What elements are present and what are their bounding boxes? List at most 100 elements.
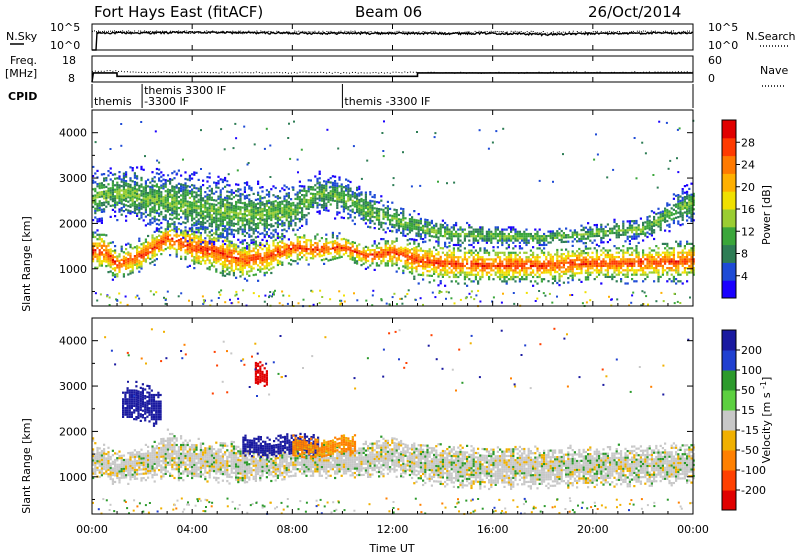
heatmap-cell: [571, 276, 574, 279]
nsearch-point: [685, 33, 686, 34]
heatmap-cell: [633, 264, 636, 267]
heatmap-cell: [569, 259, 572, 262]
heatmap-cell: [136, 197, 139, 200]
heatmap-cell: [532, 275, 535, 279]
heatmap-cell: [195, 187, 198, 190]
heatmap-cell: [573, 261, 576, 264]
heatmap-cell: [107, 262, 110, 265]
heatmap-cell: [307, 199, 310, 202]
heatmap-cell: [591, 251, 594, 254]
heatmap-cell: [193, 234, 196, 237]
heatmap-cell: [188, 245, 191, 248]
heatmap-cell: [169, 234, 172, 237]
heatmap-cell: [184, 171, 187, 174]
heatmap-cell: [202, 206, 205, 209]
heatmap-cell: [285, 201, 288, 204]
heatmap-cell: [175, 248, 178, 251]
heatmap-cell: [111, 261, 114, 264]
heatmap-cell: [131, 211, 134, 214]
nave-label: Nave: [760, 64, 788, 77]
heatmap-cell: [138, 237, 141, 240]
nsearch-point: [316, 32, 318, 34]
heatmap-cell: [259, 210, 262, 213]
heatmap-cell: [659, 258, 662, 261]
heatmap-cell: [155, 211, 158, 215]
heatmap-cell: [400, 246, 403, 249]
heatmap-cell: [523, 262, 526, 265]
heatmap-cell: [455, 267, 458, 270]
heatmap-cell: [325, 185, 328, 188]
heatmap-cell: [265, 202, 268, 205]
heatmap-cell: [356, 197, 359, 200]
nsearch-point: [612, 31, 614, 33]
heatmap-cell: [367, 219, 370, 222]
heatmap-cell: [199, 203, 202, 206]
heatmap-cell: [107, 183, 110, 186]
heatmap-cell: [226, 212, 229, 215]
heatmap-cell: [283, 244, 286, 248]
heatmap-cell: [637, 258, 640, 261]
nsearch-point: [464, 31, 466, 33]
heatmap-cell: [404, 217, 407, 220]
heatmap-cell: [646, 262, 649, 265]
heatmap-cell: [543, 251, 546, 254]
heatmap-cell: [615, 280, 618, 283]
heatmap-cell: [413, 260, 416, 263]
heatmap-cell: [265, 200, 268, 203]
heatmap-cell: [191, 201, 194, 204]
heatmap-cell: [356, 210, 359, 214]
heatmap-cell: [228, 253, 231, 256]
heatmap-cell: [584, 247, 587, 250]
heatmap-cell: [171, 187, 174, 190]
heatmap-cell: [384, 255, 387, 258]
heatmap-cell: [360, 191, 363, 194]
heatmap-cell: [193, 211, 196, 214]
heatmap-cell: [587, 276, 590, 279]
heatmap-cell: [415, 250, 418, 253]
heatmap-cell: [241, 269, 244, 272]
heatmap-cell: [450, 237, 453, 240]
heatmap-cell: [545, 256, 548, 259]
nsearch-point: [162, 30, 164, 32]
heatmap-cell: [177, 189, 180, 192]
heatmap-cell: [133, 261, 136, 264]
heatmap-cell: [109, 261, 112, 264]
heatmap-cell: [356, 251, 359, 254]
heatmap-cell: [472, 260, 475, 263]
nsearch-point: [492, 31, 494, 33]
heatmap-cell: [140, 254, 143, 257]
heatmap-cell: [237, 245, 240, 248]
heatmap-cell: [217, 180, 220, 183]
heatmap-cell: [314, 255, 317, 258]
heatmap-cell: [325, 240, 328, 243]
heatmap-cell: [199, 260, 202, 263]
heatmap-cell: [215, 186, 218, 189]
heatmap-cell: [318, 210, 321, 213]
heatmap-cell: [142, 199, 145, 202]
heatmap-cell: [323, 249, 326, 252]
heatmap-cell: [551, 264, 554, 267]
heatmap-cell: [611, 262, 614, 265]
heatmap-cell: [525, 269, 528, 272]
heatmap-cell: [518, 256, 521, 259]
heatmap-cell: [138, 193, 141, 196]
heatmap-cell: [265, 204, 268, 207]
heatmap-cell: [100, 184, 103, 187]
heatmap-cell: [411, 261, 414, 264]
heatmap-cell: [206, 195, 209, 198]
heatmap-cell: [133, 203, 136, 206]
heatmap-cell: [162, 202, 165, 205]
heatmap-cell: [320, 199, 323, 202]
heatmap-cell: [131, 189, 134, 192]
heatmap-cell: [103, 201, 106, 204]
heatmap-cell: [404, 228, 407, 231]
heatmap-cell: [219, 235, 222, 238]
noise-tick-hi: 10^5: [50, 21, 80, 34]
heatmap-cell: [510, 262, 513, 265]
heatmap-cell: [243, 197, 246, 200]
heatmap-cell: [576, 256, 579, 259]
heatmap-cell: [338, 176, 341, 179]
heatmap-cell: [659, 262, 662, 265]
heatmap-cell: [151, 256, 154, 259]
heatmap-cell: [450, 262, 453, 265]
